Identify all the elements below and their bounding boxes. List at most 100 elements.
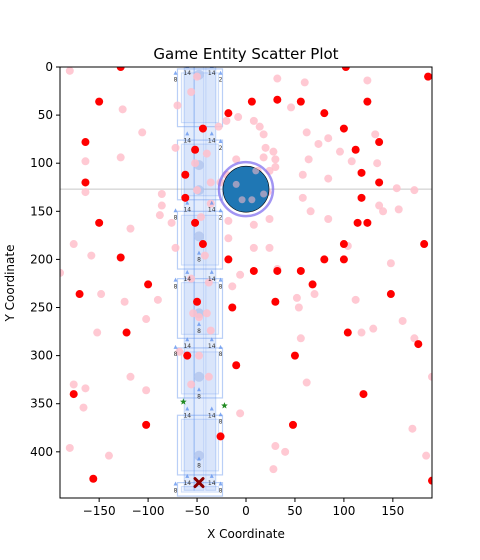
enemy-point [339, 255, 348, 264]
structure-label: 14 [208, 137, 216, 144]
x-tick-label: −150 [83, 504, 116, 518]
structure-node [194, 231, 205, 242]
pickup-point [193, 72, 202, 81]
enemy-point [232, 361, 241, 370]
pickup-point [65, 67, 74, 75]
pickup-point [324, 215, 333, 224]
enemy-point [247, 97, 256, 106]
enemy-point [122, 328, 131, 337]
x-axis-label: X Coordinate [207, 527, 285, 541]
structure-label: 14 [183, 137, 191, 144]
player-overlay-dot [260, 190, 268, 198]
pickup-point [224, 234, 233, 243]
enemy-point [353, 218, 362, 227]
enemy-point [191, 218, 200, 227]
structure-triangle [185, 269, 190, 274]
pickup-point [69, 380, 78, 389]
player-overlay-dot [232, 180, 240, 188]
structure-label: 8 [197, 393, 201, 400]
structure-label: 8 [174, 488, 178, 495]
structure-label: 2 [219, 145, 223, 152]
axis-ticks: −150 −100 −50 0 50 100 150 0 50 100 150 200 250 300 35… [30, 60, 404, 518]
enemy-point [375, 178, 384, 187]
pickup-point [69, 240, 78, 249]
structure-triangle [197, 321, 202, 326]
enemy-point [357, 193, 366, 202]
structure-label: 8 [174, 214, 178, 221]
pickup-point [126, 372, 135, 381]
player-overlay-dot [238, 196, 246, 204]
y-tick-label: 200 [30, 252, 53, 266]
pickup-point [335, 147, 344, 156]
enemy-point [228, 303, 237, 312]
enemy-point [273, 266, 282, 275]
structure-triangle [185, 337, 190, 342]
structure-triangle [173, 481, 178, 486]
structure-triangle [209, 131, 214, 136]
structure-label: 8 [219, 284, 223, 291]
pickup-point [60, 268, 64, 277]
enemy-point [142, 420, 151, 429]
pickup-point [232, 155, 241, 164]
enemy-point [424, 72, 432, 81]
pickup-point [371, 130, 380, 139]
pickup-point [428, 372, 432, 381]
pickup-point [375, 201, 384, 210]
pickup-point [379, 207, 388, 216]
pickup-point [87, 251, 96, 260]
x-tick-label: 50 [287, 504, 302, 518]
pickup-point [324, 134, 333, 143]
structure-triangle [218, 208, 223, 213]
structure-label: 14 [183, 480, 191, 487]
pickup-point [193, 186, 202, 195]
pickup-point [302, 378, 311, 387]
enemy-point [181, 170, 190, 179]
enemy-point [249, 266, 258, 275]
pickup-point [142, 315, 151, 324]
structure-block-inner [180, 418, 220, 472]
structure-label: 14 [208, 412, 216, 419]
structure-block [176, 278, 224, 339]
enemy-point [288, 420, 297, 429]
pickup-point [204, 372, 213, 381]
enemy-point [181, 193, 190, 202]
pickup-point [347, 157, 356, 166]
pickup-point [236, 270, 245, 279]
y-tick-label: 50 [38, 108, 53, 122]
pickup-point [81, 157, 90, 166]
structure-label: 14 [183, 207, 191, 214]
structure-node [194, 450, 205, 461]
pickup-point [138, 128, 147, 137]
enemy-point [81, 138, 90, 147]
pickup-point [249, 243, 258, 252]
structure-triangle [185, 406, 190, 411]
pickup-point [373, 159, 382, 168]
structure-label: 8 [197, 328, 201, 335]
pickup-point [81, 188, 90, 197]
pickup-point [296, 334, 305, 343]
structure-label: 8 [174, 77, 178, 84]
pickup-point [269, 147, 278, 156]
pickup-point [214, 122, 223, 131]
pickup-point [200, 251, 209, 260]
pickup-point [171, 243, 180, 252]
pickup-point [206, 326, 215, 335]
pickup-point [255, 122, 264, 131]
structure-triangle [173, 344, 178, 349]
enemy-point [351, 145, 360, 154]
structure-triangle [209, 473, 214, 478]
pickup-point [228, 282, 237, 291]
pickup-point [104, 451, 113, 460]
structure-triangle [209, 406, 214, 411]
pickup-point [363, 76, 372, 85]
enemy-point [116, 67, 125, 71]
enemy-point [363, 97, 372, 106]
pickup-point [273, 74, 282, 83]
pickup-point [187, 274, 196, 283]
pickup-point [394, 205, 403, 214]
enemy-point [420, 240, 429, 249]
enemy-point [357, 168, 366, 177]
structure-label: 14 [208, 207, 216, 214]
enemy-point [216, 432, 225, 441]
